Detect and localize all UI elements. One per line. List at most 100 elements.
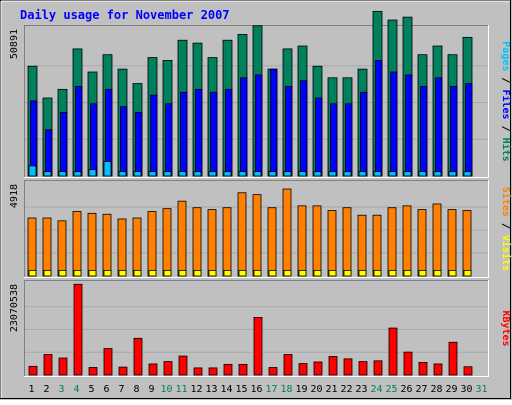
mid-bar-sites-day-17 <box>267 207 277 277</box>
top-bar-pages-day-16 <box>253 171 262 177</box>
bot-bar-kbytes-day-9 <box>148 363 158 376</box>
mid-bar-sites-day-1 <box>27 217 37 277</box>
top-bar-pages-day-6 <box>103 161 112 177</box>
bot-bar-kbytes-day-11 <box>178 355 188 376</box>
legend-part: KBytes <box>500 310 511 346</box>
top-bar-files-day-24 <box>375 60 383 177</box>
mid-bar-visits-day-21 <box>328 269 337 277</box>
day-label-1: 1 <box>28 384 34 395</box>
top-bar-pages-day-8 <box>133 171 142 177</box>
mid-bar-sites-day-8 <box>132 217 142 277</box>
top-bar-pages-day-13 <box>208 171 217 177</box>
day-label-10: 10 <box>160 384 172 395</box>
chart-title: Daily usage for November 2007 <box>20 8 230 22</box>
mid-bar-visits-day-14 <box>223 269 232 277</box>
top-bar-pages-day-10 <box>163 171 172 177</box>
mid-bar-sites-day-7 <box>117 218 127 277</box>
top-bar-files-day-1 <box>30 100 38 177</box>
bot-bar-kbytes-day-5 <box>88 367 98 376</box>
day-label-22: 22 <box>340 384 352 395</box>
day-label-30: 30 <box>460 384 472 395</box>
mid-bar-visits-day-3 <box>58 269 67 277</box>
day-label-3: 3 <box>58 384 64 395</box>
day-label-26: 26 <box>400 384 412 395</box>
legend-part: / <box>500 71 511 89</box>
mid-bar-sites-day-4 <box>72 211 82 277</box>
mid-bar-visits-day-19 <box>298 269 307 277</box>
day-label-18: 18 <box>280 384 292 395</box>
top-bar-pages-day-11 <box>178 171 187 177</box>
sites-visits-panel: 4918 Sites / Visits <box>9 180 512 278</box>
mid-bar-visits-day-22 <box>343 269 352 277</box>
day-label-7: 7 <box>118 384 124 395</box>
bot-bar-kbytes-day-21 <box>328 356 338 376</box>
bot-bar-kbytes-day-16 <box>253 317 263 376</box>
mid-bar-visits-day-12 <box>193 269 202 277</box>
mid-series-legend: Sites / Visits <box>500 187 512 271</box>
legend-part: / <box>500 217 511 235</box>
legend-part: Visits <box>500 235 512 271</box>
day-label-24: 24 <box>370 384 382 395</box>
hits-files-pages-panel: 50891 Pages / Files / Hits <box>9 10 512 178</box>
bot-bar-kbytes-day-29 <box>448 341 458 376</box>
day-label-27: 27 <box>415 384 427 395</box>
bot-bar-kbytes-day-28 <box>433 363 443 376</box>
mid-bar-sites-day-14 <box>222 207 232 277</box>
day-label-31: 31 <box>475 384 487 395</box>
mid-bar-visits-day-5 <box>88 269 97 277</box>
day-label-16: 16 <box>250 384 262 395</box>
top-bar-files-day-9 <box>150 94 158 177</box>
top-bar-pages-day-30 <box>463 171 472 177</box>
day-label-4: 4 <box>73 384 79 395</box>
day-label-9: 9 <box>148 384 154 395</box>
mid-bar-visits-day-16 <box>253 269 262 277</box>
top-bar-pages-day-23 <box>358 171 367 177</box>
bot-bar-kbytes-day-30 <box>463 366 473 376</box>
bot-bar-kbytes-day-27 <box>418 361 428 376</box>
bot-bar-kbytes-day-19 <box>298 363 308 376</box>
mid-bar-sites-day-13 <box>207 209 217 277</box>
mid-bar-visits-day-15 <box>238 269 247 277</box>
mid-bar-visits-day-29 <box>448 269 457 277</box>
kbytes-panel: 23070538 KBytes <box>9 280 511 377</box>
top-bar-pages-day-12 <box>193 171 202 177</box>
top-bar-pages-day-27 <box>418 171 427 177</box>
bot-bar-kbytes-day-10 <box>163 361 173 376</box>
mid-bar-sites-day-11 <box>177 200 187 277</box>
bot-bar-kbytes-day-25 <box>388 327 398 376</box>
top-bar-files-day-22 <box>345 103 353 177</box>
day-label-15: 15 <box>235 384 247 395</box>
bot-bar-kbytes-day-24 <box>373 360 383 376</box>
mid-bar-visits-day-8 <box>133 269 142 277</box>
top-bar-pages-day-14 <box>223 171 232 177</box>
top-bar-files-day-11 <box>180 91 188 177</box>
bot-bar-kbytes-day-3 <box>58 357 68 376</box>
top-bar-files-day-12 <box>195 88 203 177</box>
top-bar-pages-day-29 <box>448 171 457 177</box>
mid-bar-visits-day-24 <box>373 269 382 277</box>
legend-part: Files <box>500 89 512 119</box>
mid-bar-sites-day-18 <box>282 188 292 277</box>
mid-bar-sites-day-5 <box>87 212 97 277</box>
mid-bar-sites-day-12 <box>192 207 202 277</box>
mid-bar-sites-day-28 <box>432 203 442 277</box>
top-bar-files-day-20 <box>315 97 323 177</box>
top-bar-files-day-26 <box>405 74 413 177</box>
top-max-label: 50891 <box>9 29 20 59</box>
mid-bar-visits-day-10 <box>163 269 172 277</box>
legend-part: Sites <box>500 187 512 217</box>
top-bar-files-day-21 <box>330 103 338 177</box>
day-label-11: 11 <box>175 384 187 395</box>
bot-bar-kbytes-day-20 <box>313 361 323 376</box>
mid-max-label: 4918 <box>9 184 20 208</box>
mid-bar-visits-day-28 <box>433 269 442 277</box>
top-bar-files-day-29 <box>450 86 458 177</box>
day-label-25: 25 <box>385 384 397 395</box>
bot-bar-kbytes-day-1 <box>28 365 38 376</box>
mid-bar-sites-day-15 <box>237 192 247 277</box>
bot-bar-kbytes-day-7 <box>118 366 128 376</box>
mid-bar-visits-day-30 <box>463 269 472 277</box>
mid-bar-visits-day-17 <box>268 269 277 277</box>
